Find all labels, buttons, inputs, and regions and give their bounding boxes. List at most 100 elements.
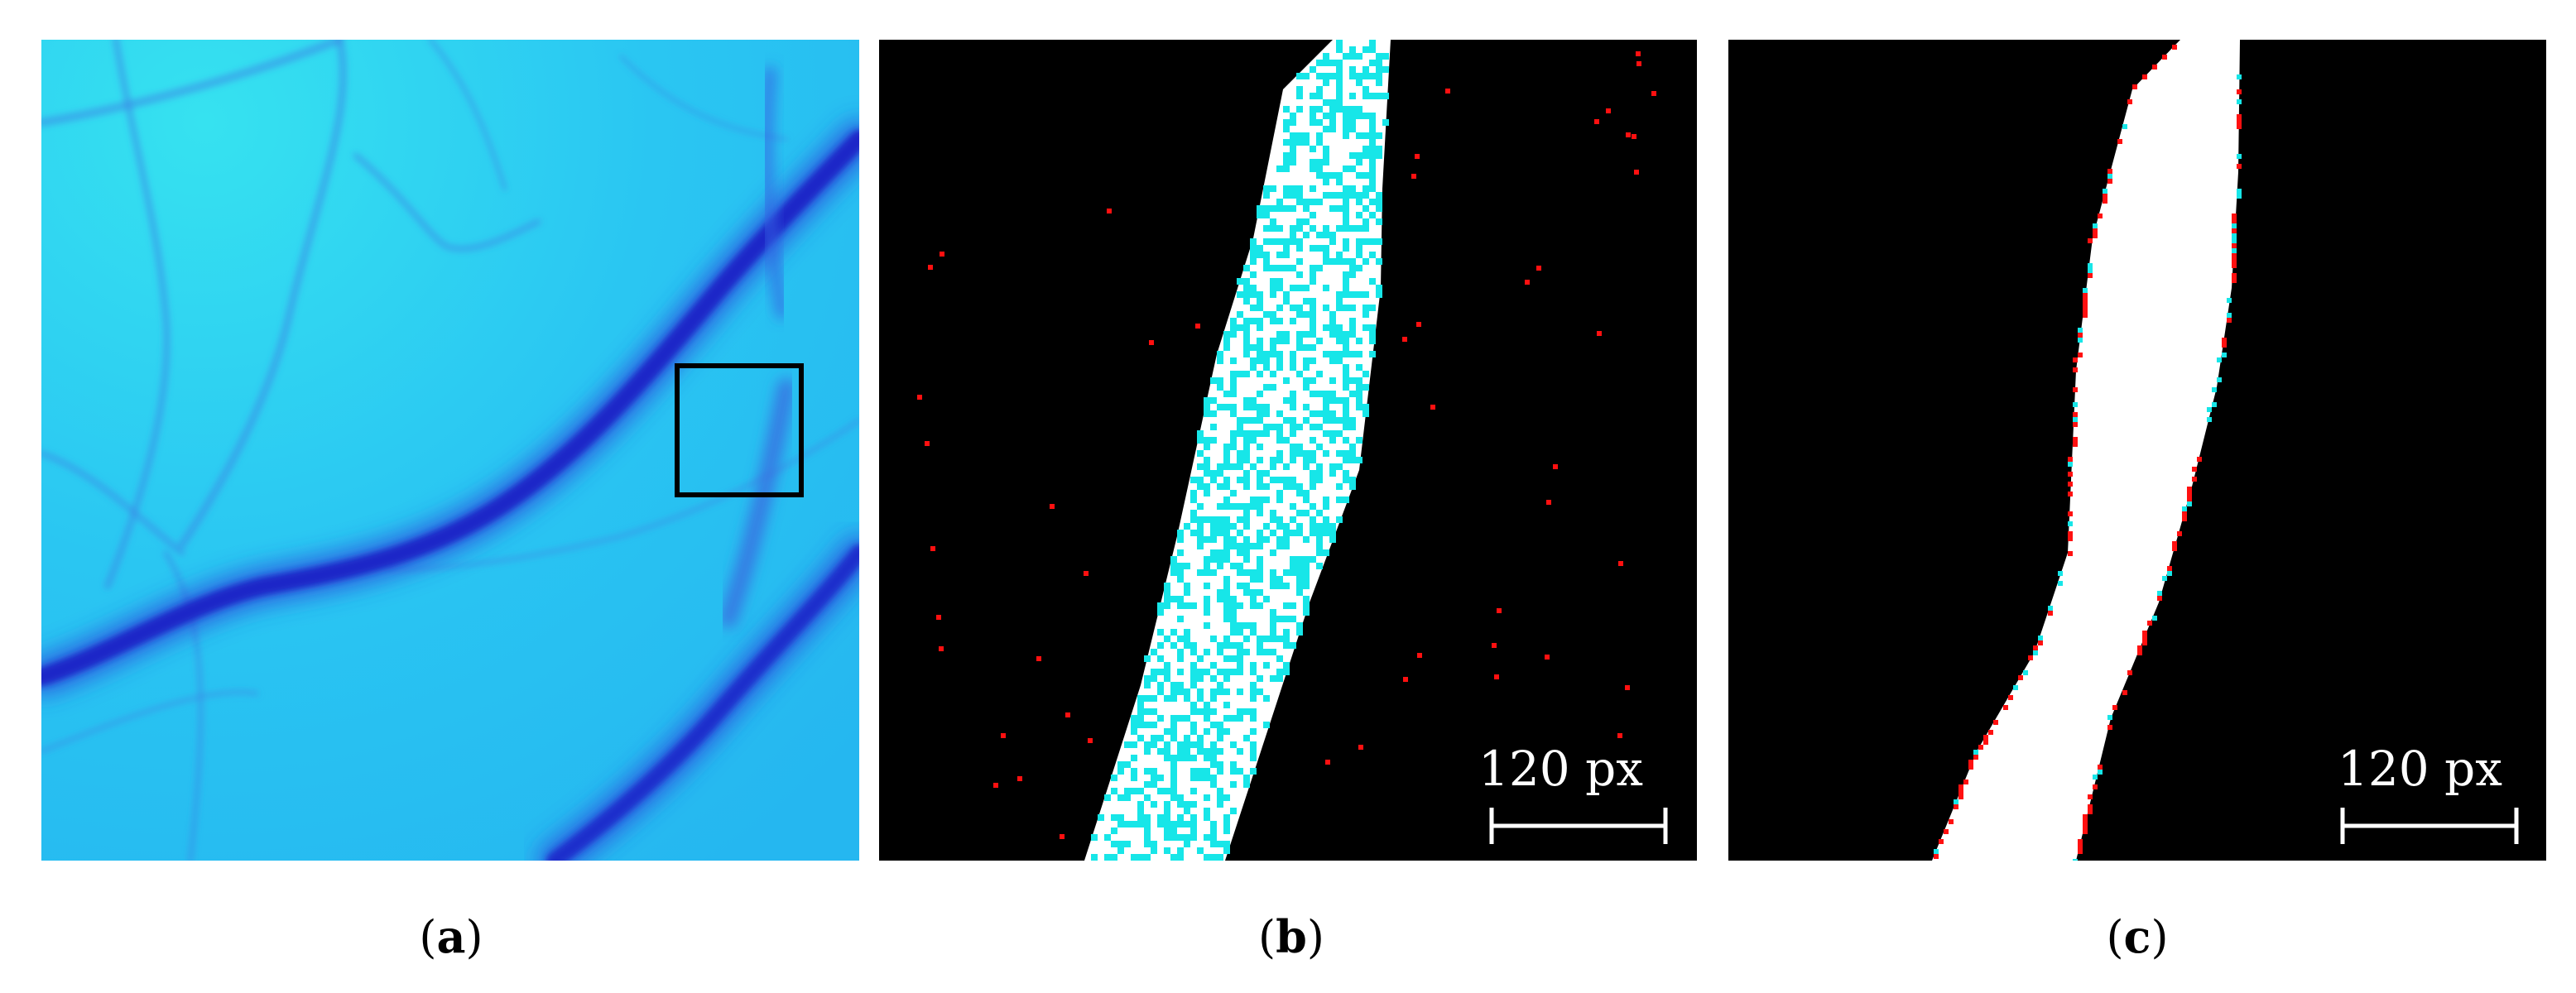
noise-pixel <box>2212 402 2217 407</box>
noise-pixel <box>1164 695 1170 702</box>
noise-pixel <box>1329 113 1336 119</box>
noise-pixel <box>2112 705 2117 710</box>
noise-pixel <box>1210 695 1217 702</box>
noise-pixel <box>1276 457 1283 463</box>
noise-pixel <box>1210 397 1217 404</box>
noise-pixel <box>1323 192 1329 199</box>
noise-pixel <box>1197 655 1204 662</box>
noise-pixel <box>1151 669 1157 675</box>
noise-pixel <box>1310 166 1316 172</box>
noise-pixel <box>1492 643 1497 648</box>
noise-pixel <box>2098 765 2103 770</box>
noise-pixel <box>1257 675 1263 682</box>
noise-pixel <box>1336 46 1343 53</box>
noise-pixel <box>1356 391 1362 397</box>
noise-pixel <box>1223 536 1230 543</box>
noise-pixel <box>1283 159 1290 166</box>
noise-pixel <box>1190 477 1197 483</box>
noise-pixel <box>1270 457 1276 463</box>
noise-pixel <box>1606 108 1611 113</box>
noise-pixel <box>1217 483 1223 490</box>
noise-pixel <box>1204 748 1210 755</box>
noise-pixel <box>1323 391 1329 397</box>
noise-pixel <box>1250 622 1257 629</box>
noise-pixel <box>1270 185 1276 192</box>
panel-a-image <box>41 40 859 861</box>
noise-pixel <box>1217 728 1223 735</box>
noise-pixel <box>1250 708 1257 715</box>
noise-pixel <box>1290 318 1296 324</box>
noise-pixel <box>1445 89 1450 94</box>
noise-pixel <box>1270 371 1276 377</box>
noise-pixel <box>1546 500 1551 505</box>
noise-pixel <box>1290 391 1296 397</box>
noise-pixel <box>1257 530 1263 536</box>
noise-pixel <box>2232 263 2237 268</box>
noise-pixel <box>1349 444 1356 450</box>
noise-pixel <box>1210 477 1217 483</box>
noise-pixel <box>1944 829 1949 834</box>
noise-pixel <box>1316 232 1323 238</box>
noise-pixel <box>1316 86 1323 93</box>
noise-pixel <box>1323 530 1329 536</box>
noise-pixel <box>1336 338 1343 344</box>
noise-pixel <box>1137 814 1144 821</box>
noise-pixel <box>1197 437 1204 444</box>
noise-pixel <box>1263 238 1270 245</box>
noise-pixel <box>1151 847 1157 854</box>
noise-pixel <box>1237 602 1243 609</box>
noise-pixel <box>1329 318 1336 324</box>
noise-pixel <box>1197 516 1204 523</box>
noise-pixel <box>2142 74 2147 79</box>
noise-pixel <box>1243 781 1250 788</box>
noise-pixel <box>1230 768 1237 775</box>
noise-pixel <box>1157 775 1164 781</box>
noise-pixel <box>1283 291 1290 298</box>
noise-pixel <box>1263 225 1270 232</box>
noise-pixel <box>1343 331 1349 338</box>
noise-pixel <box>2192 467 2197 472</box>
noise-pixel <box>1934 854 1939 859</box>
noise-pixel <box>1283 583 1290 589</box>
noise-pixel <box>1283 205 1290 212</box>
noise-pixel <box>1217 549 1223 556</box>
noise-pixel <box>1290 357 1296 364</box>
noise-pixel <box>1210 523 1217 530</box>
noise-pixel <box>1210 841 1217 847</box>
noise-pixel <box>1362 291 1369 298</box>
noise-pixel <box>1290 113 1296 119</box>
noise-pixel <box>1343 437 1349 444</box>
noise-pixel <box>2038 636 2043 640</box>
noise-pixel <box>1310 477 1316 483</box>
noise-pixel <box>1263 357 1270 364</box>
noise-pixel <box>1349 351 1356 357</box>
noise-pixel <box>1343 53 1349 60</box>
noise-pixel <box>1290 477 1296 483</box>
noise-pixel <box>1323 172 1329 179</box>
noise-pixel <box>1170 735 1177 741</box>
noise-pixel <box>1230 741 1237 748</box>
noise-pixel <box>1204 483 1210 490</box>
noise-pixel <box>1210 662 1217 669</box>
noise-pixel <box>1230 808 1237 814</box>
noise-pixel <box>1170 642 1177 649</box>
noise-pixel <box>1243 278 1250 285</box>
noise-pixel <box>1310 278 1316 285</box>
noise-pixel <box>1336 430 1343 437</box>
noise-pixel <box>1223 821 1230 828</box>
noise-pixel <box>1349 477 1356 483</box>
noise-pixel <box>1177 741 1184 748</box>
noise-pixel <box>1117 768 1124 775</box>
noise-pixel <box>1283 530 1290 536</box>
noise-pixel <box>1250 364 1257 371</box>
noise-pixel <box>2073 417 2078 422</box>
noise-pixel <box>1316 424 1323 430</box>
noise-pixel <box>1356 159 1362 166</box>
noise-pixel <box>2237 154 2242 159</box>
noise-pixel <box>1270 265 1276 271</box>
noise-pixel <box>1336 99 1343 106</box>
noise-pixel <box>1204 457 1210 463</box>
noise-pixel <box>1343 278 1349 285</box>
noise-pixel <box>1117 794 1124 801</box>
noise-pixel <box>1164 788 1170 794</box>
